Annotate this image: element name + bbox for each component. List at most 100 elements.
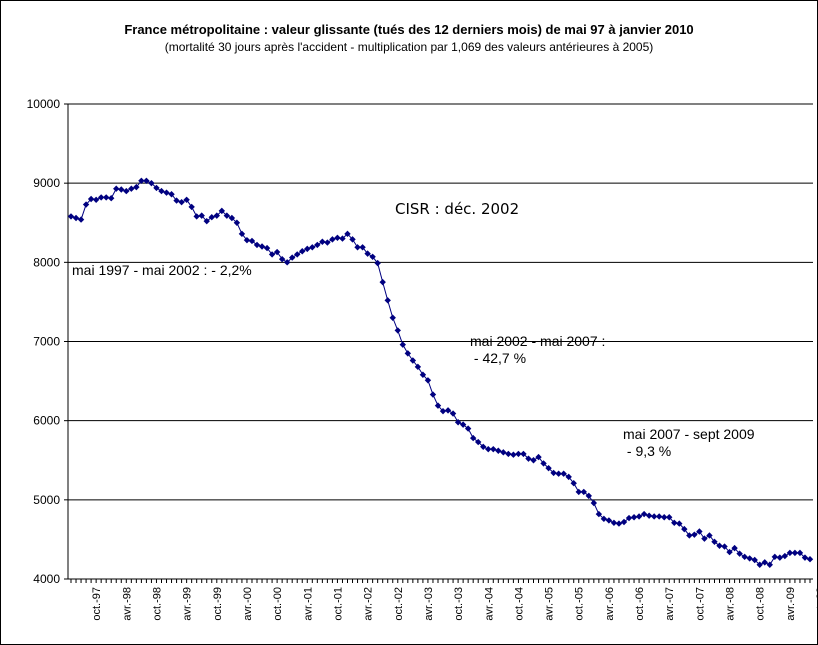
x-tick-label: avr.-01 — [302, 587, 314, 621]
data-point — [806, 556, 814, 563]
data-point — [143, 177, 150, 184]
data-point — [485, 445, 492, 453]
x-tick-label: avr.-09 — [785, 587, 797, 621]
data-point — [605, 517, 613, 524]
data-point — [650, 513, 658, 520]
data-point — [731, 544, 738, 552]
data-point — [781, 552, 789, 560]
x-tick-label: oct.-97 — [91, 587, 103, 621]
x-tick-label: oct.-02 — [393, 587, 405, 621]
data-point — [570, 480, 577, 487]
data-point — [198, 212, 205, 219]
annotation-period-1-line-1: mai 1997 - mai 2002 : - 2,2% — [72, 262, 252, 278]
data-point — [283, 259, 291, 266]
x-tick-label: avr.-07 — [664, 587, 676, 621]
data-point — [399, 341, 406, 348]
data-point — [645, 512, 653, 519]
x-tick-label: oct.-09 — [815, 587, 818, 621]
data-point — [515, 450, 522, 458]
data-point — [208, 214, 215, 221]
data-point — [620, 518, 628, 526]
x-tick-label: avr.-06 — [604, 587, 616, 621]
x-tick-label: oct.-03 — [453, 587, 465, 621]
x-tick-label: avr.-99 — [182, 587, 194, 621]
data-point — [424, 377, 432, 384]
data-point — [404, 350, 412, 357]
data-point — [535, 453, 542, 461]
y-tick-label-8000: 8000 — [33, 255, 60, 269]
data-point — [585, 492, 593, 500]
data-point — [188, 203, 195, 211]
data-point — [525, 455, 532, 462]
data-point — [555, 470, 562, 477]
data-point — [600, 515, 608, 523]
data-point — [67, 213, 75, 220]
data-point — [711, 538, 718, 545]
data-point — [676, 520, 683, 527]
data-point — [706, 532, 713, 539]
data-point — [258, 243, 266, 250]
data-point — [510, 451, 517, 458]
x-tick-label: oct.-05 — [574, 587, 586, 621]
data-point — [530, 457, 537, 464]
y-tick-label-6000: 6000 — [33, 414, 60, 428]
data-point — [87, 195, 95, 203]
data-point — [349, 236, 356, 243]
data-point — [118, 186, 125, 193]
annotation-period-2-line-1: mai 2002 - mai 2007 : — [470, 333, 606, 349]
series-line — [70, 180, 811, 566]
data-point — [183, 196, 190, 203]
data-point — [801, 554, 809, 561]
data-point — [309, 244, 316, 251]
data-point — [429, 391, 437, 398]
data-point — [299, 248, 306, 255]
data-point — [736, 550, 743, 557]
x-tick-label: avr.-98 — [121, 587, 133, 621]
data-point — [696, 528, 703, 535]
data-point — [640, 510, 648, 518]
data-point — [469, 434, 477, 442]
y-tick-label-10000: 10000 — [27, 97, 61, 111]
data-point — [168, 191, 175, 198]
data-point — [97, 194, 105, 201]
x-tick-label: oct.-98 — [151, 587, 163, 621]
data-point — [444, 407, 452, 414]
data-point — [409, 357, 417, 364]
x-tick-label: oct.-08 — [755, 587, 767, 621]
data-point — [223, 212, 231, 219]
y-tick-label-5000: 5000 — [33, 493, 60, 507]
data-point — [228, 214, 236, 222]
data-point — [439, 407, 447, 415]
chart-subtitle: (mortalité 30 jours après l'accident - m… — [164, 40, 654, 54]
data-point — [655, 513, 663, 520]
data-point — [123, 187, 130, 195]
data-point — [791, 549, 799, 557]
y-tick-label-7000: 7000 — [33, 335, 60, 349]
data-point — [786, 549, 794, 557]
data-point — [108, 195, 115, 202]
data-point — [158, 187, 165, 195]
data-point — [721, 543, 728, 550]
x-tick-label: oct.-01 — [332, 587, 344, 621]
data-point — [102, 194, 110, 201]
data-point — [148, 179, 155, 187]
data-point — [495, 447, 502, 454]
data-point — [394, 327, 401, 334]
y-tick-label-4000: 4000 — [33, 572, 60, 586]
data-point — [540, 460, 547, 467]
data-point — [565, 473, 572, 481]
data-point — [595, 510, 603, 518]
data-point — [389, 314, 396, 321]
data-point — [434, 402, 442, 409]
data-point — [263, 244, 271, 252]
x-tick-label: oct.-04 — [513, 587, 525, 621]
x-tick-label: oct.-06 — [634, 587, 646, 621]
x-tick-label: avr.-05 — [544, 587, 556, 621]
data-point — [545, 464, 552, 472]
data-point — [344, 230, 351, 238]
data-point — [741, 553, 748, 561]
data-point — [113, 185, 120, 192]
data-point — [590, 499, 598, 507]
data-point — [625, 514, 633, 522]
data-point — [369, 253, 376, 260]
